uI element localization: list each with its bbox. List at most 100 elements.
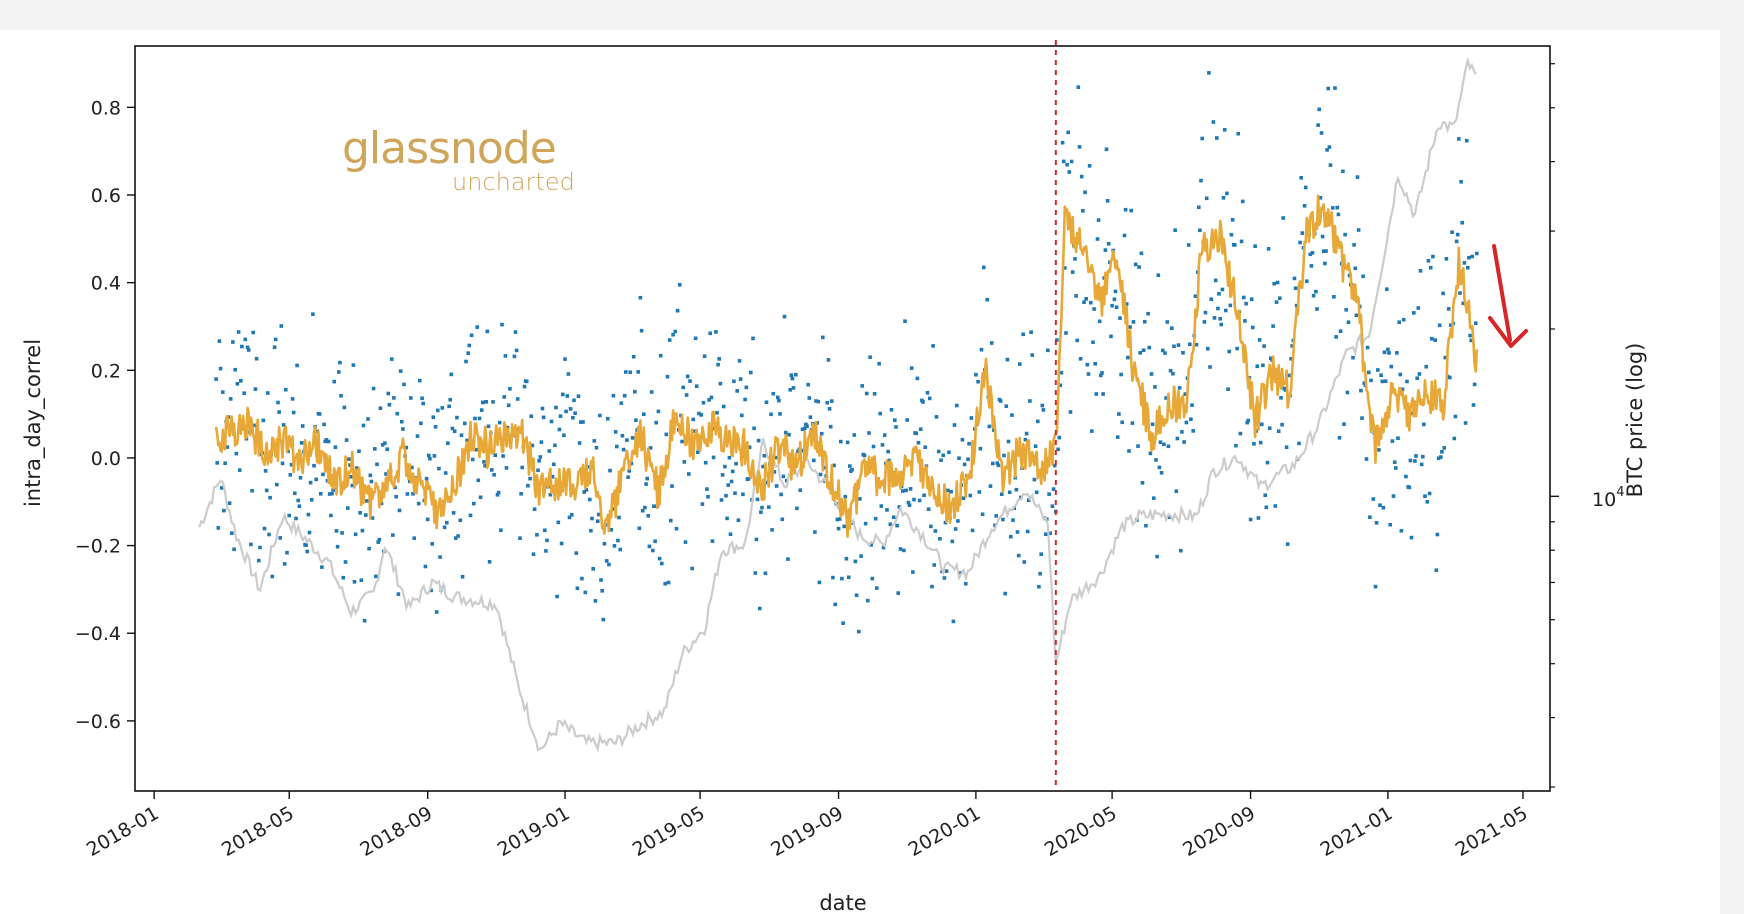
daily-correlation-point (405, 492, 410, 496)
daily-correlation-point (1267, 426, 1272, 430)
daily-correlation-point (261, 418, 266, 423)
daily-correlation-point (805, 424, 809, 428)
daily-correlation-point (841, 621, 845, 625)
daily-correlation-point (350, 483, 355, 488)
daily-correlation-point (1197, 205, 1201, 210)
daily-correlation-point (1194, 342, 1199, 347)
daily-correlation-point (1016, 553, 1021, 558)
daily-correlation-point (429, 588, 433, 593)
daily-correlation-point (1242, 295, 1246, 300)
daily-correlation-point (875, 586, 879, 590)
daily-correlation-point (1257, 338, 1262, 342)
daily-correlation-point (470, 457, 475, 462)
daily-correlation-point (522, 384, 527, 389)
daily-correlation-point (678, 283, 682, 287)
daily-correlation-point (506, 403, 511, 408)
daily-correlation-point (1099, 373, 1103, 378)
daily-correlation-point (831, 575, 835, 580)
daily-correlation-point (460, 575, 465, 579)
daily-correlation-point (663, 581, 667, 586)
daily-correlation-point (1397, 320, 1401, 324)
daily-correlation-point (658, 353, 663, 358)
daily-correlation-point (1353, 266, 1358, 271)
daily-correlation-point (1061, 159, 1066, 164)
daily-correlation-point (988, 484, 993, 488)
daily-correlation-point (843, 494, 848, 499)
daily-correlation-point (412, 536, 416, 540)
daily-correlation-point (383, 441, 387, 445)
daily-correlation-point (1140, 481, 1145, 485)
daily-correlation-point (1390, 439, 1395, 443)
daily-correlation-point (565, 394, 570, 398)
daily-correlation-point (232, 547, 236, 552)
daily-correlation-point (932, 563, 936, 567)
daily-correlation-point (340, 531, 344, 535)
daily-correlation-point (1425, 500, 1430, 504)
daily-correlation-point (520, 465, 524, 470)
daily-correlation-point (761, 464, 765, 469)
daily-correlation-point (572, 398, 576, 403)
daily-correlation-point (222, 508, 226, 513)
daily-correlation-point (416, 501, 421, 506)
daily-correlation-point (719, 498, 724, 502)
daily-correlation-point (240, 344, 244, 349)
y-tick-label: 0.2 (91, 360, 121, 382)
daily-correlation-point (482, 460, 486, 464)
daily-correlation-point (982, 265, 986, 270)
daily-correlation-point (577, 441, 582, 445)
daily-correlation-point (1365, 345, 1370, 350)
y-tick-label: 0.4 (91, 273, 121, 295)
daily-correlation-point (790, 376, 795, 381)
daily-correlation-point (250, 488, 254, 493)
daily-correlation-point (419, 421, 423, 426)
daily-correlation-point (258, 545, 262, 550)
daily-correlation-point (1285, 542, 1290, 546)
daily-correlation-point (878, 411, 882, 416)
daily-correlation-point (854, 593, 859, 598)
daily-correlation-point (464, 359, 468, 364)
daily-correlation-point (758, 606, 762, 611)
daily-correlation-point (455, 415, 459, 420)
daily-correlation-point (1105, 199, 1110, 203)
daily-correlation-point (384, 472, 388, 476)
daily-correlation-point (539, 440, 544, 444)
daily-correlation-point (268, 495, 272, 500)
daily-correlation-point (448, 397, 452, 402)
daily-correlation-point (1002, 453, 1006, 458)
daily-correlation-point (332, 379, 336, 384)
daily-correlation-point (694, 384, 699, 388)
daily-correlation-point (939, 458, 943, 462)
daily-correlation-point (950, 539, 955, 544)
daily-correlation-point (397, 508, 402, 513)
daily-correlation-point (958, 571, 962, 575)
daily-correlation-point (980, 512, 985, 517)
daily-correlation-point (366, 417, 370, 421)
daily-correlation-point (905, 418, 909, 422)
daily-correlation-point (282, 562, 287, 566)
daily-correlation-point (1446, 307, 1451, 311)
daily-correlation-point (1048, 531, 1052, 535)
daily-correlation-point (1221, 196, 1226, 200)
daily-correlation-point (535, 533, 539, 537)
daily-correlation-point (909, 366, 914, 370)
daily-correlation-point (233, 367, 237, 372)
daily-correlation-point (1046, 348, 1050, 353)
daily-correlation-point (501, 454, 505, 458)
daily-correlation-point (1142, 319, 1147, 324)
daily-correlation-point (373, 447, 377, 451)
daily-correlation-point (1238, 431, 1243, 436)
daily-correlation-point (697, 411, 701, 416)
daily-correlation-point (1396, 436, 1400, 440)
daily-correlation-point (1308, 252, 1312, 257)
daily-correlation-point (702, 354, 707, 358)
daily-correlation-point (1229, 232, 1234, 237)
daily-correlation-point (1064, 331, 1068, 335)
daily-correlation-point (1124, 302, 1129, 306)
daily-correlation-point (246, 348, 251, 352)
daily-correlation-point (944, 569, 949, 573)
daily-correlation-point (1325, 148, 1329, 152)
daily-correlation-point (237, 468, 242, 472)
daily-correlation-point (358, 511, 362, 515)
daily-correlation-point (1027, 498, 1031, 502)
daily-correlation-point (652, 504, 656, 508)
